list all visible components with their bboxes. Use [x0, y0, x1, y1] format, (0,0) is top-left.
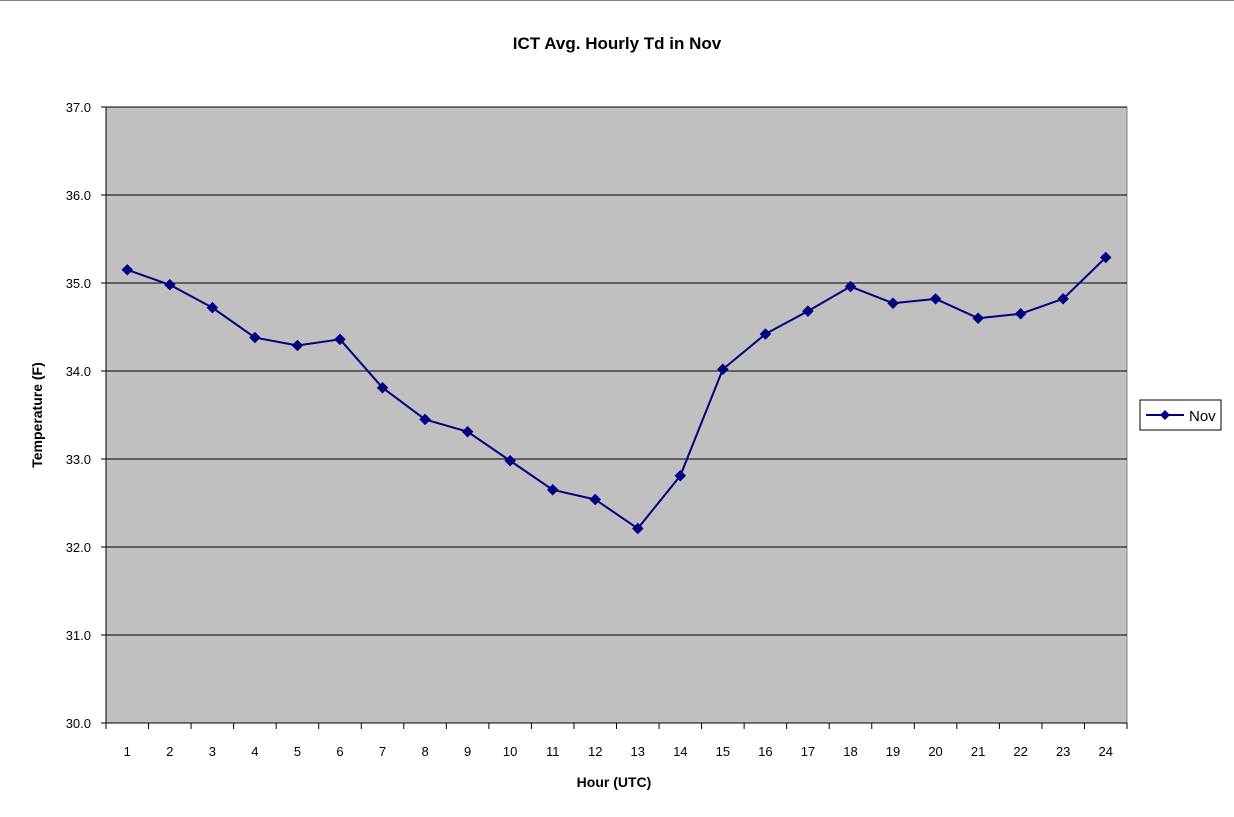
data-point: [717, 363, 729, 376]
y-tick-label: 31.0: [66, 628, 91, 643]
x-tick-label: 17: [801, 744, 815, 759]
legend-swatch-marker: [1160, 410, 1170, 420]
data-point: [419, 413, 431, 426]
x-tick-label: 9: [464, 744, 471, 759]
data-point: [206, 301, 219, 314]
x-tick-label: 23: [1056, 744, 1070, 759]
data-point: [1014, 307, 1027, 320]
data-point: [972, 312, 984, 325]
x-tick-label: 2: [166, 744, 173, 759]
data-point: [249, 331, 261, 344]
x-tick-label: 20: [928, 744, 942, 759]
data-point: [631, 522, 644, 535]
y-tick-label: 35.0: [66, 276, 91, 291]
x-tick-label: 1: [124, 744, 131, 759]
data-point: [802, 305, 814, 318]
x-tick-label: 24: [1098, 744, 1112, 759]
y-tick-label: 34.0: [66, 364, 91, 379]
data-point: [1057, 292, 1070, 305]
data-point: [163, 278, 176, 291]
data-point: [589, 493, 602, 506]
y-tick-label: 37.0: [66, 100, 91, 115]
y-tick-label: 32.0: [66, 540, 91, 555]
chart-title: ICT Avg. Hourly Td in Nov: [513, 34, 722, 53]
y-axis-title: Temperature (F): [29, 362, 45, 468]
x-tick-label: 7: [379, 744, 386, 759]
x-tick-label: 22: [1013, 744, 1027, 759]
x-tick-label: 10: [503, 744, 517, 759]
data-point: [504, 454, 516, 467]
data-point: [844, 280, 857, 293]
legend: Nov: [1139, 399, 1222, 431]
x-tick-label: 14: [673, 744, 687, 759]
x-tick-label: 18: [843, 744, 857, 759]
x-axis-title: Hour (UTC): [577, 774, 652, 790]
data-point: [546, 483, 559, 496]
x-tick-label: 11: [546, 744, 560, 759]
x-tick-label: 5: [294, 744, 301, 759]
x-tick-label: 13: [631, 744, 645, 759]
legend-label-nov: Nov: [1189, 408, 1216, 425]
x-tick-label: 16: [758, 744, 772, 759]
y-tick-label: 33.0: [66, 452, 91, 467]
y-tick-label: 36.0: [66, 188, 91, 203]
x-tick-label: 8: [421, 744, 428, 759]
data-point: [334, 333, 346, 346]
data-point: [1099, 251, 1112, 264]
data-point: [376, 381, 389, 394]
plot-area: [105, 106, 1128, 724]
x-tick-label: 6: [336, 744, 343, 759]
y-tick-label: 30.0: [66, 716, 91, 731]
x-tick-label: 19: [886, 744, 900, 759]
x-tick-label: 12: [588, 744, 602, 759]
gridlines: [106, 106, 1127, 636]
data-point: [121, 263, 134, 276]
data-point: [674, 469, 687, 482]
window-top-border: [0, 0, 1234, 1]
data-point: [461, 425, 474, 438]
x-axis-ticks: 1 2 3 4 5 6 7 8 9 10 11 12 13 14 15 16 17 18 19 20 21 22 23 24: [105, 723, 1128, 759]
data-point: [759, 328, 772, 340]
data-point: [887, 297, 899, 310]
y-axis-ticks: 30.0 31.0 32.0 33.0 34.0 35.0 36.0 37.0: [66, 100, 106, 731]
x-tick-label: 21: [971, 744, 985, 759]
data-point: [929, 292, 942, 305]
x-tick-label: 4: [251, 744, 258, 759]
series-layer: [121, 251, 1112, 535]
series-line-nov: [126, 256, 1107, 530]
data-point: [291, 339, 304, 352]
x-tick-label: 3: [209, 744, 216, 759]
x-tick-label: 15: [716, 744, 730, 759]
